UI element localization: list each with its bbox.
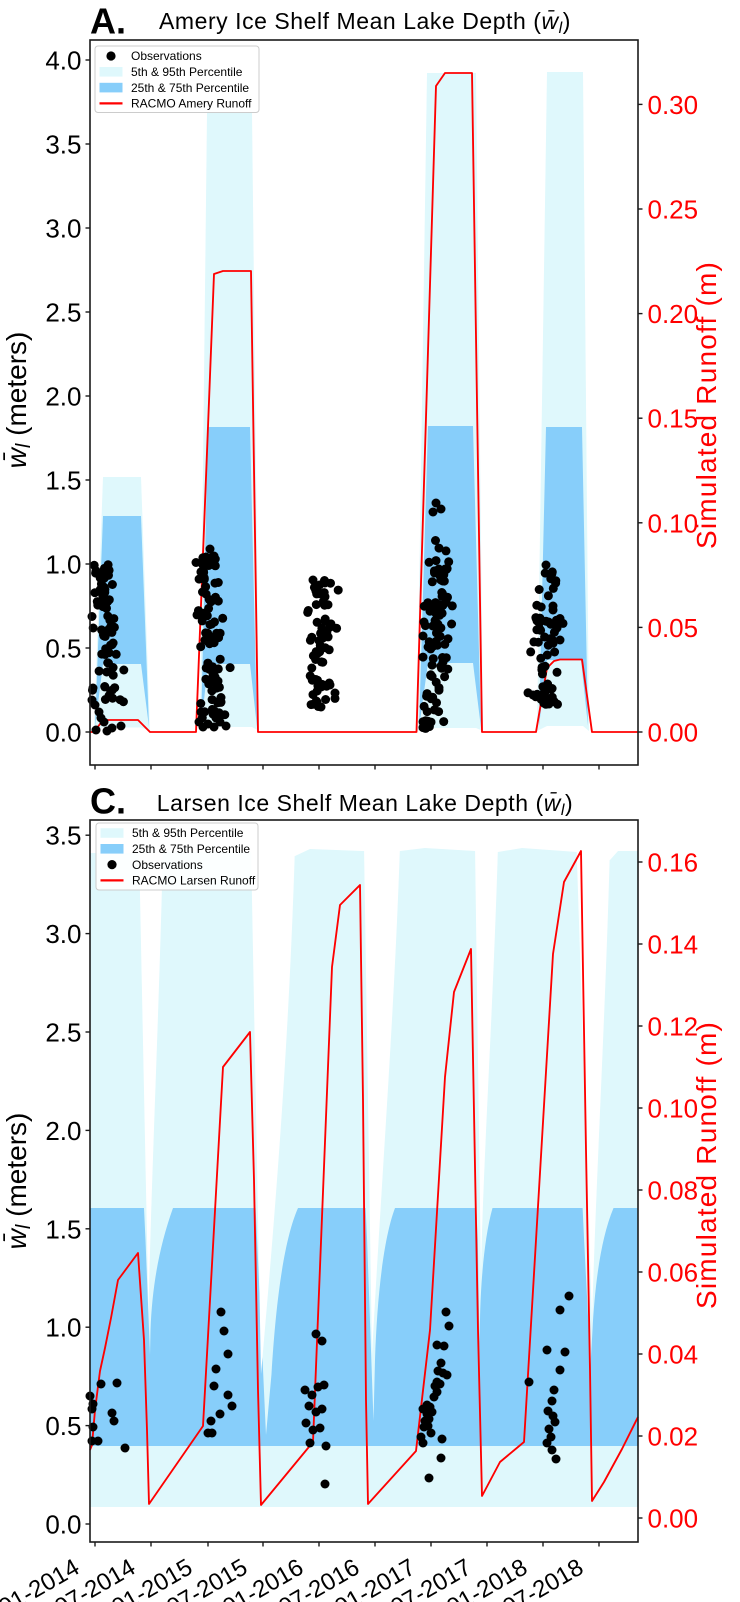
svg-text:0.16: 0.16 xyxy=(648,848,699,878)
svg-text:0.10: 0.10 xyxy=(648,508,699,538)
svg-text:Larsen Ice Shelf Mean Lake Dep: Larsen Ice Shelf Mean Lake Depth (w̄l) xyxy=(157,790,573,819)
svg-text:C.: C. xyxy=(90,781,126,822)
svg-text:0.25: 0.25 xyxy=(648,195,699,225)
svg-text:3.0: 3.0 xyxy=(45,214,81,244)
svg-text:2.0: 2.0 xyxy=(45,382,81,412)
svg-text:0.00: 0.00 xyxy=(648,1504,699,1534)
svg-text:0.00: 0.00 xyxy=(648,718,699,748)
svg-text:A.: A. xyxy=(90,1,126,42)
svg-text:5th & 95th Percentile: 5th & 95th Percentile xyxy=(131,65,243,79)
svg-text:3.5: 3.5 xyxy=(45,821,81,851)
svg-text:1.0: 1.0 xyxy=(45,550,81,580)
svg-text:Observations: Observations xyxy=(132,858,203,872)
svg-text:25th & 75th Percentile: 25th & 75th Percentile xyxy=(132,842,250,856)
svg-text:4.0: 4.0 xyxy=(45,46,81,76)
svg-text:w̄l (meters): w̄l (meters) xyxy=(1,1113,35,1250)
svg-text:0.14: 0.14 xyxy=(648,930,699,960)
svg-text:0.0: 0.0 xyxy=(45,718,81,748)
svg-text:3.0: 3.0 xyxy=(45,919,81,949)
svg-text:0.5: 0.5 xyxy=(45,634,81,664)
svg-text:0.06: 0.06 xyxy=(648,1258,699,1288)
svg-text:0.20: 0.20 xyxy=(648,299,699,329)
svg-text:Simulated Runoff (m): Simulated Runoff (m) xyxy=(691,261,722,549)
svg-text:Simulated Runoff (m): Simulated Runoff (m) xyxy=(691,1021,722,1309)
svg-text:0.12: 0.12 xyxy=(648,1012,699,1042)
svg-text:0.0: 0.0 xyxy=(45,1510,81,1540)
svg-text:RACMO Larsen Runoff: RACMO Larsen Runoff xyxy=(132,874,256,888)
svg-text:0.08: 0.08 xyxy=(648,1176,699,1206)
svg-text:0.10: 0.10 xyxy=(648,1094,699,1124)
svg-text:0.04: 0.04 xyxy=(648,1340,699,1370)
svg-text:0.5: 0.5 xyxy=(45,1411,81,1441)
svg-text:0.05: 0.05 xyxy=(648,613,699,643)
svg-text:Observations: Observations xyxy=(131,49,202,63)
svg-text:1.5: 1.5 xyxy=(45,466,81,496)
svg-text:1.5: 1.5 xyxy=(45,1214,81,1244)
svg-text:0.02: 0.02 xyxy=(648,1422,699,1452)
svg-text:RACMO Amery Runoff: RACMO Amery Runoff xyxy=(131,97,252,111)
svg-text:5th & 95th Percentile: 5th & 95th Percentile xyxy=(132,826,244,840)
svg-text:0.30: 0.30 xyxy=(648,90,699,120)
svg-text:25th & 75th Percentile: 25th & 75th Percentile xyxy=(131,81,249,95)
svg-text:3.5: 3.5 xyxy=(45,130,81,160)
svg-text:2.5: 2.5 xyxy=(45,1018,81,1048)
svg-text:2.5: 2.5 xyxy=(45,298,81,328)
svg-text:w̄l (meters): w̄l (meters) xyxy=(1,332,35,469)
svg-text:1.0: 1.0 xyxy=(45,1313,81,1343)
svg-text:0.15: 0.15 xyxy=(648,404,699,434)
svg-text:Amery Ice Shelf Mean Lake Dept: Amery Ice Shelf Mean Lake Depth (w̄l) xyxy=(159,8,571,37)
svg-text:2.0: 2.0 xyxy=(45,1116,81,1146)
